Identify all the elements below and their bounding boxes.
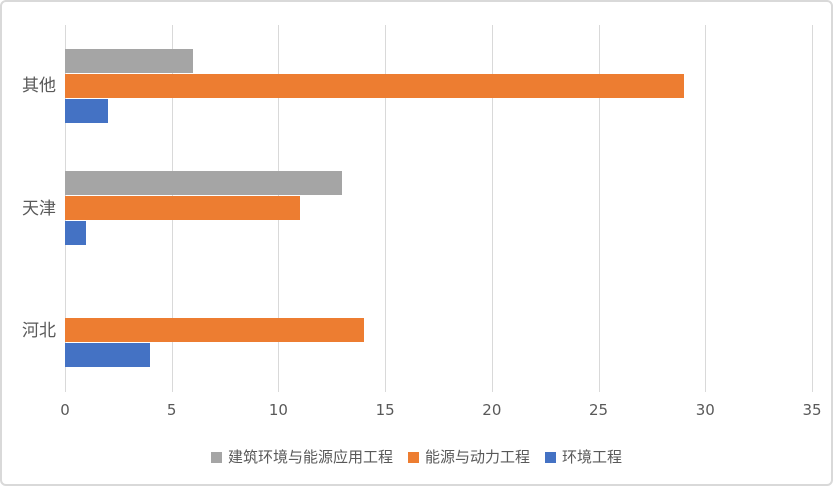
gridline <box>705 25 707 392</box>
bar-series3-其他 <box>65 98 108 123</box>
x-axis-tick-label: 15 <box>375 401 395 419</box>
legend-swatch-icon <box>210 451 222 463</box>
x-axis-tick-label: 25 <box>589 401 609 419</box>
y-axis-category-label: 天津 <box>22 198 56 219</box>
x-axis-tick-label: 5 <box>166 401 177 419</box>
bar-series2-河北 <box>65 318 364 343</box>
gridline <box>598 25 600 392</box>
bar-series3-河北 <box>65 343 151 368</box>
x-axis-tick-label: 30 <box>695 401 715 419</box>
legend-label: 环境工程 <box>562 448 623 466</box>
legend-label: 建筑环境与能源应用工程 <box>227 448 393 466</box>
bar-series2-其他 <box>65 73 684 98</box>
legend-label: 能源与动力工程 <box>424 448 530 466</box>
bar-series1-其他 <box>65 48 194 73</box>
y-axis-category-label: 其他 <box>22 76 56 97</box>
gridline <box>385 25 387 392</box>
y-axis-category-label: 河北 <box>22 320 56 341</box>
legend-item-series1: 建筑环境与能源应用工程 <box>210 448 393 466</box>
bar-series1-天津 <box>65 171 343 195</box>
x-axis-tick-label: 10 <box>268 401 288 419</box>
x-axis-tick-label: 35 <box>802 401 822 419</box>
bar-series2-天津 <box>65 196 300 220</box>
legend-item-series3: 环境工程 <box>545 448 622 466</box>
gridline <box>491 25 493 392</box>
legend: 建筑环境与能源应用工程 能源与动力工程 环境工程 <box>2 448 831 466</box>
x-axis-tick-label: 0 <box>60 401 70 419</box>
legend-swatch-icon <box>545 451 556 463</box>
bar-series3-天津 <box>65 221 87 245</box>
legend-swatch-icon <box>407 451 419 463</box>
gridline <box>812 25 813 392</box>
legend-item-series2: 能源与动力工程 <box>407 448 530 466</box>
x-axis-tick-label: 20 <box>482 401 502 419</box>
